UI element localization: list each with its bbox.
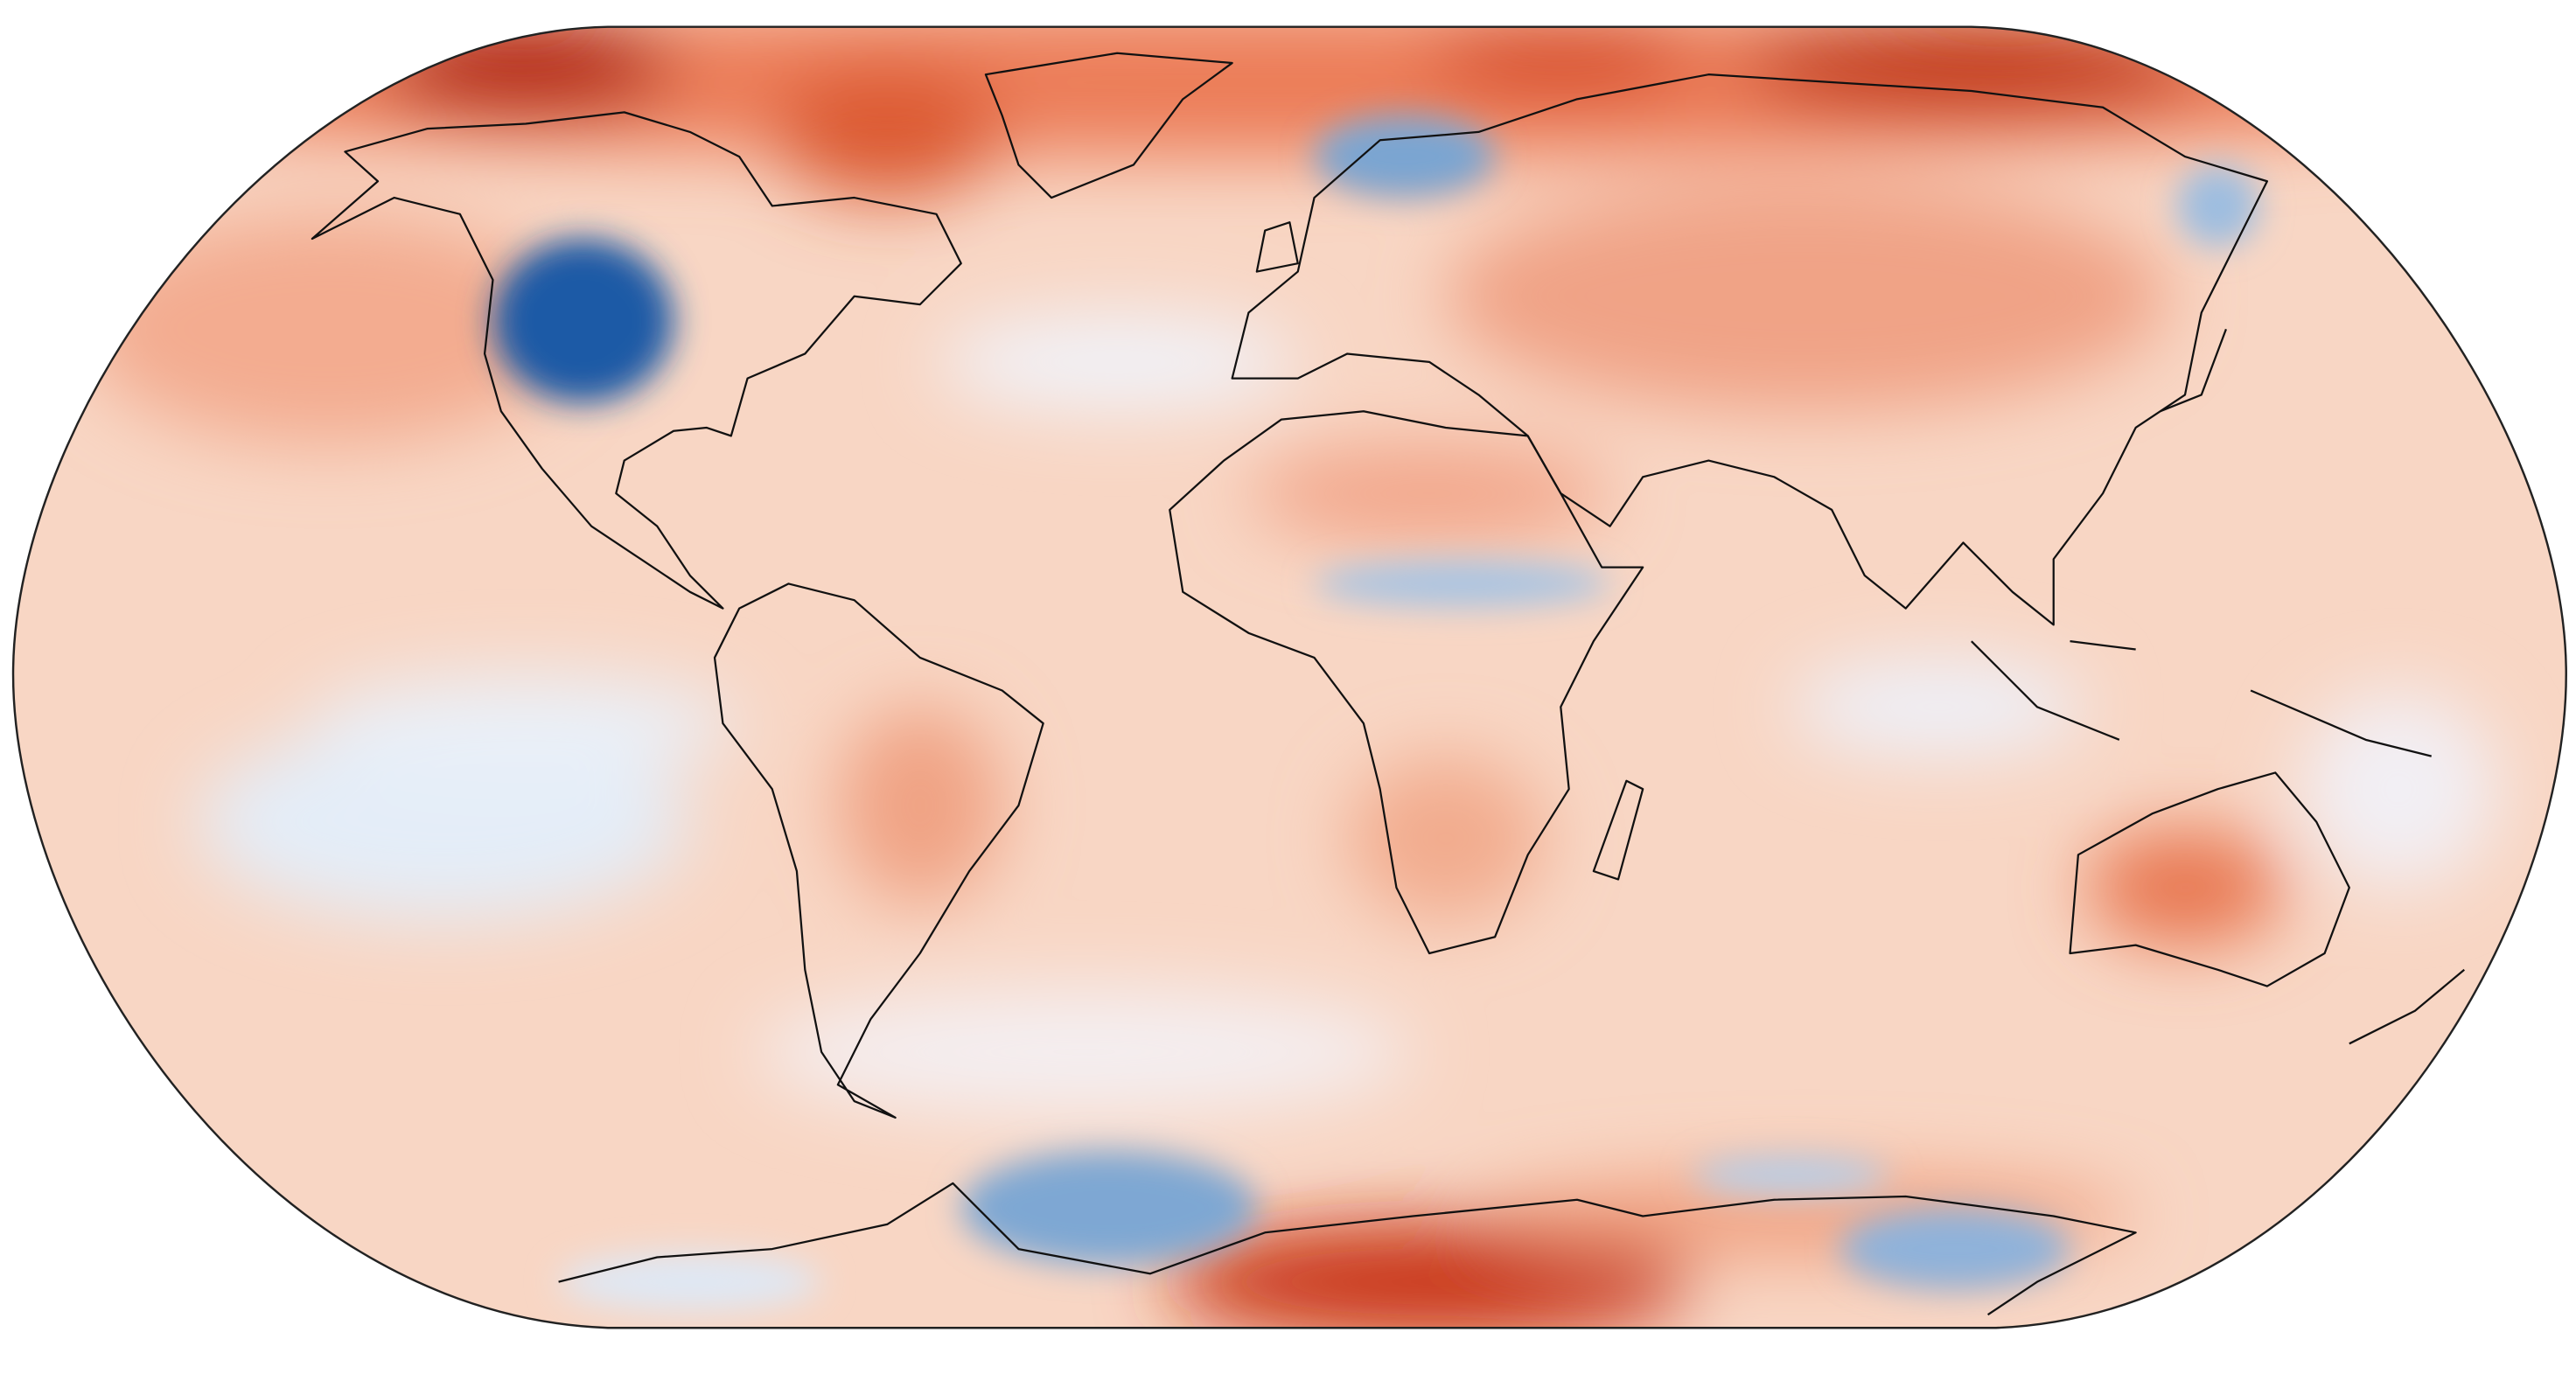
british-isles xyxy=(1255,221,1299,273)
japan xyxy=(2160,328,2228,413)
africa xyxy=(1169,410,1644,955)
map-frame xyxy=(11,25,2567,1329)
australia xyxy=(2069,771,2350,987)
coastlines xyxy=(311,52,2466,1316)
cold-anomalies xyxy=(492,115,2259,1312)
greenland xyxy=(984,52,1233,199)
new-zealand xyxy=(2349,968,2466,1045)
south-america xyxy=(713,582,1044,1119)
eurasia xyxy=(1231,73,2269,626)
antarctica xyxy=(558,1182,2137,1316)
indonesia xyxy=(1971,640,2432,757)
north-america xyxy=(311,111,962,610)
madagascar xyxy=(1592,779,1644,881)
